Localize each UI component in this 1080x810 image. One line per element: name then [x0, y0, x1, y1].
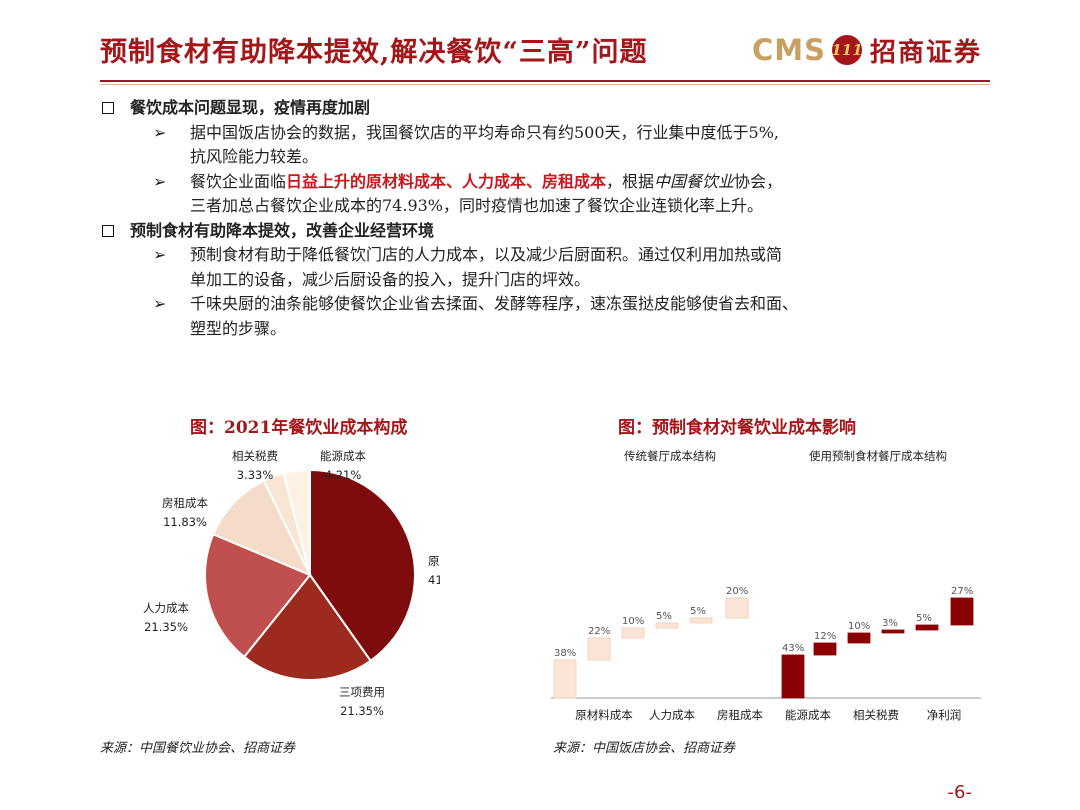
pie-slice-value: 3.33% [237, 468, 274, 482]
logo-cn: 招商证券 [870, 37, 983, 68]
pie-slice-label: 原材料成本 [428, 554, 440, 568]
pie-source: 来源：中国餐饮业协会、招商证券 [100, 741, 296, 756]
waterfall-bar [655, 622, 679, 629]
waterfall-bar [950, 597, 974, 626]
pie-caption: 图：2021年餐饮业成本构成 [190, 418, 408, 438]
pie-slice [309, 468, 416, 663]
waterfall-value-label: 5% [916, 613, 932, 624]
waterfall-value-label: 5% [656, 611, 672, 622]
pie-slice [282, 468, 311, 576]
section-heading: 餐饮成本问题显现，疫情再度加剧 [100, 96, 990, 121]
waterfall-chart: 传统餐厅成本结构 38% 22% 10% 5% 5% 20% 使用预制食材餐厅成本结构 43% 1… [551, 449, 981, 722]
waterfall-value-label: 3% [882, 618, 898, 629]
cms-logo: CMS 111 招商证券 [752, 30, 982, 70]
pie-slice [211, 479, 313, 577]
waterfall-value-label: 12% [814, 631, 836, 642]
arrow-bullet-icon: ➢ [153, 294, 167, 313]
waterfall-bar [915, 624, 939, 631]
bullet-item: ➢ 餐饮企业面临日益上升的原材料成本、人力成本、房租成本，根据中国餐饮业协会， 三者… [153, 171, 783, 216]
waterfall-bar [813, 642, 837, 656]
waterfall-value-label: 27% [951, 586, 973, 597]
pie-slice-label: 相关税费 [232, 449, 278, 463]
waterfall-value-label: 5% [690, 606, 706, 617]
series-label: 使用预制食材餐厅成本结构 [809, 449, 947, 463]
waterfall-value-label: 38% [554, 648, 576, 659]
pie-slice-label: 房租成本 [162, 496, 208, 510]
category-label: 能源成本 [785, 708, 831, 722]
pie-slice-value: 4.21% [325, 468, 362, 482]
checkbox-square-icon [102, 224, 114, 237]
bullet-item: ➢ 预制食材有助于降低餐饮门店的人力成本，以及减少后厨面积。通过仅利用加热或简 单加… [153, 245, 783, 289]
logo-text: CMS [752, 33, 827, 67]
waterfall-bar [553, 659, 577, 699]
waterfall-bar [881, 629, 905, 634]
category-label: 原材料成本 [575, 708, 633, 722]
logo-badge-icon: 111 [831, 35, 863, 65]
category-label: 房租成本 [717, 708, 763, 722]
pie-slice-label: 能源成本 [320, 449, 366, 463]
arrow-bullet-icon: ➢ [153, 245, 167, 264]
waterfall-value-label: 43% [782, 643, 804, 654]
pie-slice-value: 21.35% [340, 704, 384, 718]
arrow-bullet-icon: ➢ [153, 171, 167, 191]
section-heading: 预制食材有助降本提效，改善企业经营环境 [100, 219, 990, 244]
waterfall-bar [781, 654, 805, 699]
page-number: -6- [947, 782, 972, 803]
page-title: 预制食材有助降本提效,解决餐饮“三高”问题 [100, 37, 648, 68]
waterfall-bar [725, 597, 749, 619]
waterfall-bar [587, 637, 611, 661]
waterfall-source: 来源：中国饭店协会、招商证券 [553, 741, 736, 756]
category-label: 人力成本 [649, 708, 695, 722]
pie-slice [242, 573, 372, 681]
category-label: 净利润 [927, 708, 962, 722]
arrow-bullet-icon: ➢ [153, 122, 167, 142]
waterfall-bar [847, 632, 871, 644]
waterfall-caption: 图：预制食材对餐饮业成本影响 [618, 418, 856, 438]
category-label: 相关税费 [853, 708, 899, 722]
waterfall-value-label: 10% [622, 616, 644, 627]
pie-slice-value: 21.35% [144, 620, 188, 634]
body-text: 餐饮成本问题显现，疫情再度加剧 ➢ 据中国饭店协会的数据，我国餐饮店的平均寿命只有… [100, 96, 990, 341]
waterfall-value-label: 22% [588, 626, 610, 637]
pie-slice-label: 人力成本 [143, 601, 189, 615]
pie-slice-value: 11.83% [163, 515, 207, 529]
series-label: 传统餐厅成本结构 [624, 449, 716, 463]
pie-slice-label: 三项费用 [339, 685, 385, 699]
waterfall-value-label: 20% [726, 586, 748, 597]
waterfall-bar [689, 617, 713, 624]
bullet-item: ➢ 千味央厨的油条能够使餐饮企业省去揉面、发酵等程序，速冻蛋挞皮能够使省去和面、塑… [153, 294, 799, 338]
pie-slice-value: 41.75% [428, 573, 440, 587]
title-divider-thin [100, 84, 990, 85]
waterfall-bar [621, 627, 645, 639]
waterfall-value-label: 10% [848, 621, 870, 632]
pie-chart: 原材料成本 41.75% 三项费用 21.35% 人力成本 21.35% 房租成本 11.83… [143, 449, 440, 718]
bullet-item: ➢ 据中国饭店协会的数据，我国餐饮店的平均寿命只有约500天，行业集中度低于5%,… [153, 122, 780, 167]
checkbox-square-icon [102, 102, 114, 115]
title-divider [100, 80, 990, 82]
